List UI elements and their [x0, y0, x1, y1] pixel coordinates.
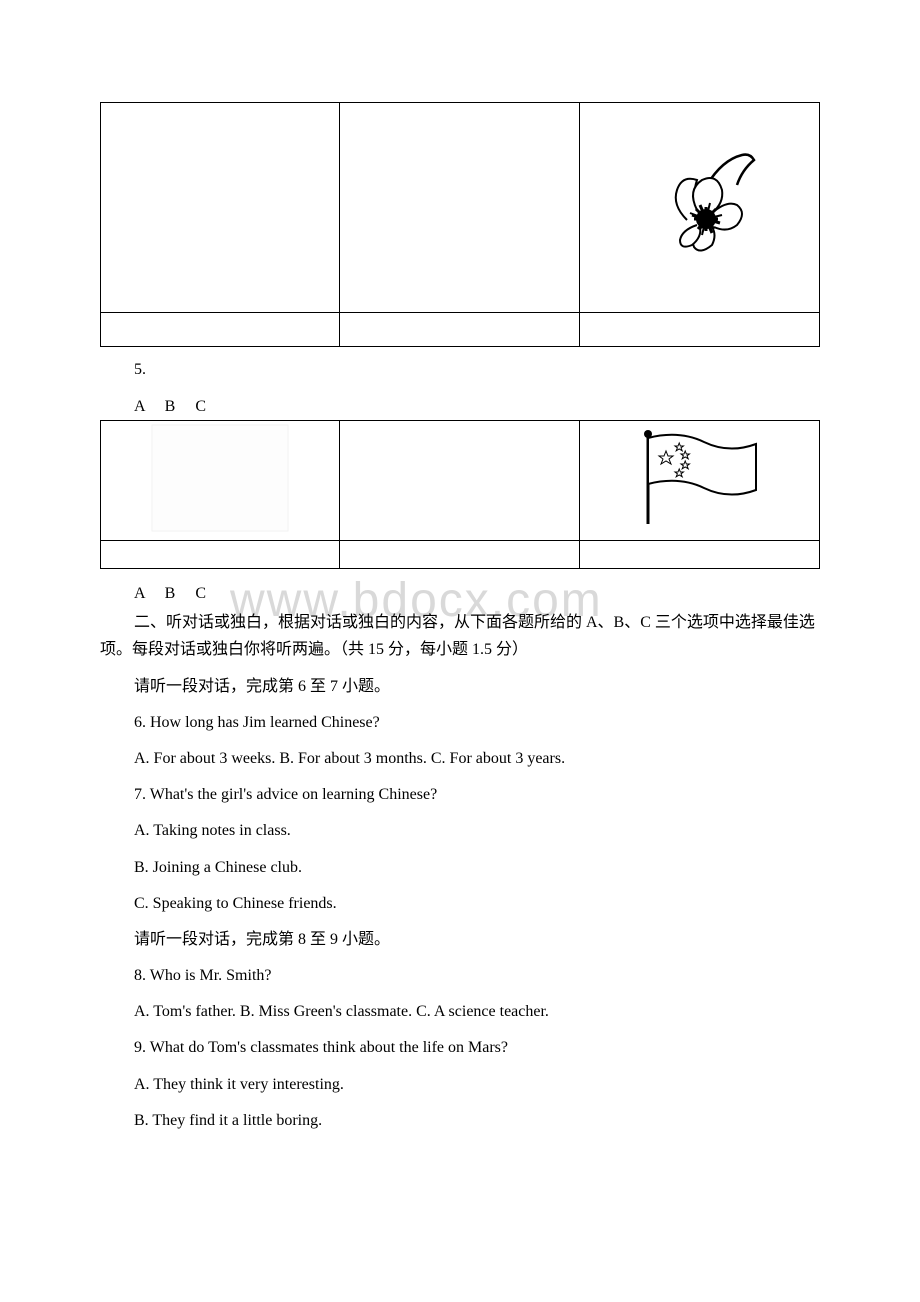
q5-label-b	[340, 541, 579, 569]
q5-cell-c	[579, 421, 819, 541]
q5-number: 5.	[100, 356, 820, 383]
q4-label-c	[579, 313, 819, 347]
q9-opt-b: B. They find it a little boring.	[100, 1107, 820, 1134]
section2-seg2: 请听一段对话，完成第 8 至 9 小题。	[100, 926, 820, 953]
question-5-table	[100, 420, 820, 569]
section2-seg1: 请听一段对话，完成第 6 至 7 小题。	[100, 673, 820, 700]
q5-abc-top: A B C	[100, 392, 820, 416]
q6-opts: A. For about 3 weeks. B. For about 3 mon…	[100, 745, 820, 772]
q5-abc-bottom: A B C	[100, 579, 820, 603]
q4-cell-b	[340, 103, 579, 313]
q5-label-c	[579, 541, 819, 569]
q5-cell-b	[340, 421, 579, 541]
question-4-table	[100, 102, 820, 347]
flower-icon	[642, 145, 757, 270]
q7-opt-a: A. Taking notes in class.	[100, 817, 820, 844]
section2-intro: 二、听对话或独白，根据对话或独白的内容，从下面各题所给的 A、B、C 三个选项中…	[100, 609, 820, 663]
q8-opts: A. Tom's father. B. Miss Green's classma…	[100, 998, 820, 1025]
q5-cell-a	[101, 421, 340, 541]
q7-opt-c: C. Speaking to Chinese friends.	[100, 890, 820, 917]
q9-opt-a: A. They think it very interesting.	[100, 1071, 820, 1098]
blank-placeholder-icon	[150, 423, 290, 538]
q6-stem: 6. How long has Jim learned Chinese?	[100, 709, 820, 736]
flag-icon	[634, 428, 764, 533]
q7-opt-b: B. Joining a Chinese club.	[100, 854, 820, 881]
q7-stem: 7. What's the girl's advice on learning …	[100, 781, 820, 808]
q4-label-a	[101, 313, 340, 347]
q4-cell-a	[101, 103, 340, 313]
q4-cell-c	[579, 103, 819, 313]
q8-stem: 8. Who is Mr. Smith?	[100, 962, 820, 989]
q9-stem: 9. What do Tom's classmates think about …	[100, 1034, 820, 1061]
q4-label-b	[340, 313, 579, 347]
q5-label-a	[101, 541, 340, 569]
